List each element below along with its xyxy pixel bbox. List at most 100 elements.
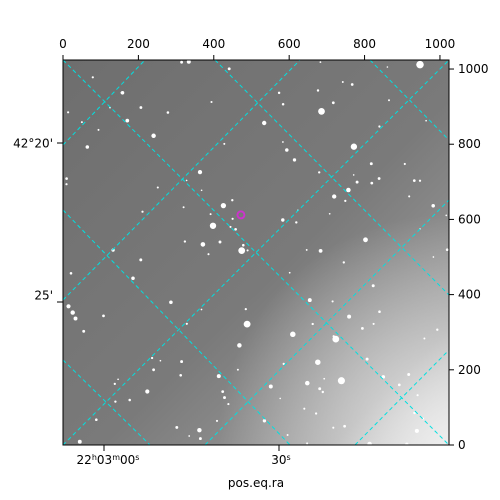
star bbox=[344, 199, 347, 203]
star bbox=[139, 106, 143, 109]
grid-line-3 bbox=[204, 199, 449, 445]
star bbox=[397, 383, 401, 387]
star bbox=[423, 337, 426, 340]
dec-tick-label-1: 25' bbox=[34, 289, 53, 303]
star bbox=[218, 240, 222, 244]
star bbox=[288, 271, 291, 274]
star bbox=[268, 384, 273, 389]
star bbox=[200, 242, 206, 247]
star bbox=[150, 356, 154, 360]
star bbox=[316, 89, 320, 92]
star bbox=[209, 222, 217, 229]
star bbox=[403, 162, 406, 166]
star bbox=[262, 419, 267, 423]
star bbox=[306, 442, 309, 445]
star bbox=[145, 389, 150, 394]
star bbox=[315, 359, 321, 365]
star bbox=[367, 441, 372, 445]
star bbox=[82, 329, 86, 333]
star bbox=[311, 322, 314, 326]
star bbox=[418, 179, 422, 182]
star bbox=[337, 377, 345, 385]
star bbox=[131, 276, 135, 281]
star bbox=[346, 187, 351, 193]
top-axis-tick-label-3: 600 bbox=[278, 37, 301, 51]
grid-line-8 bbox=[214, 60, 449, 296]
star bbox=[262, 120, 267, 126]
ra-tick-label-0: 22h03m00s bbox=[77, 453, 140, 467]
star bbox=[185, 322, 188, 325]
star bbox=[182, 206, 185, 209]
x-axis-label: pos.eq.ra bbox=[228, 476, 284, 490]
star bbox=[285, 148, 289, 152]
star bbox=[318, 387, 322, 391]
star bbox=[431, 204, 435, 208]
star bbox=[197, 169, 203, 175]
star bbox=[180, 60, 184, 64]
star bbox=[279, 397, 282, 400]
star bbox=[290, 331, 296, 338]
star bbox=[188, 435, 191, 437]
target-marker bbox=[236, 210, 246, 220]
star bbox=[65, 177, 68, 180]
grid-line-1 bbox=[63, 60, 301, 301]
star bbox=[281, 103, 285, 106]
star bbox=[332, 426, 335, 429]
star bbox=[332, 335, 340, 343]
plot-frame bbox=[62, 59, 450, 446]
star bbox=[378, 310, 381, 313]
star bbox=[323, 377, 326, 380]
star bbox=[314, 412, 318, 415]
star bbox=[445, 214, 448, 217]
right-axis-tick-label-1: 200 bbox=[458, 363, 481, 377]
star bbox=[111, 248, 115, 252]
star bbox=[231, 217, 234, 220]
star bbox=[318, 171, 321, 174]
star bbox=[207, 253, 210, 256]
star bbox=[70, 310, 75, 315]
star bbox=[97, 128, 100, 131]
dec-tick-label-0: 42°20' bbox=[13, 137, 53, 151]
star bbox=[229, 225, 232, 228]
star bbox=[209, 213, 212, 216]
star bbox=[231, 199, 234, 202]
star bbox=[215, 419, 219, 422]
star bbox=[281, 218, 285, 222]
star bbox=[369, 162, 373, 166]
right-axis-tick-label-4: 800 bbox=[458, 137, 481, 151]
right-axis-tick-label-2: 400 bbox=[458, 288, 481, 302]
star bbox=[405, 442, 409, 445]
star bbox=[227, 403, 230, 406]
star bbox=[242, 243, 245, 247]
star bbox=[159, 359, 162, 362]
star bbox=[152, 368, 156, 372]
ra-axis-labels: 22h03m00s 30s pos.eq.ra bbox=[77, 445, 291, 490]
star bbox=[407, 373, 411, 376]
star bbox=[227, 67, 231, 71]
star bbox=[77, 439, 82, 444]
star bbox=[361, 327, 364, 330]
star bbox=[388, 99, 390, 102]
star bbox=[350, 143, 358, 150]
star bbox=[305, 380, 310, 386]
right-axis-tick-label-5: 1000 bbox=[458, 62, 489, 76]
star bbox=[66, 304, 71, 309]
star bbox=[343, 424, 346, 428]
star bbox=[277, 91, 281, 95]
star bbox=[377, 177, 381, 180]
star bbox=[370, 181, 374, 185]
star bbox=[286, 434, 289, 436]
star bbox=[69, 272, 73, 275]
star bbox=[363, 237, 368, 243]
star bbox=[95, 418, 98, 421]
star bbox=[295, 221, 298, 224]
top-axis-tick-label-0: 0 bbox=[59, 37, 67, 51]
star bbox=[91, 76, 94, 79]
top-axis-tick-label-5: 1000 bbox=[425, 37, 456, 51]
right-axis-tick-label-0: 0 bbox=[458, 438, 466, 452]
sky-image bbox=[63, 60, 449, 445]
coordinate-grid bbox=[63, 60, 449, 445]
star bbox=[246, 249, 249, 252]
star bbox=[282, 141, 284, 143]
star bbox=[307, 298, 312, 303]
